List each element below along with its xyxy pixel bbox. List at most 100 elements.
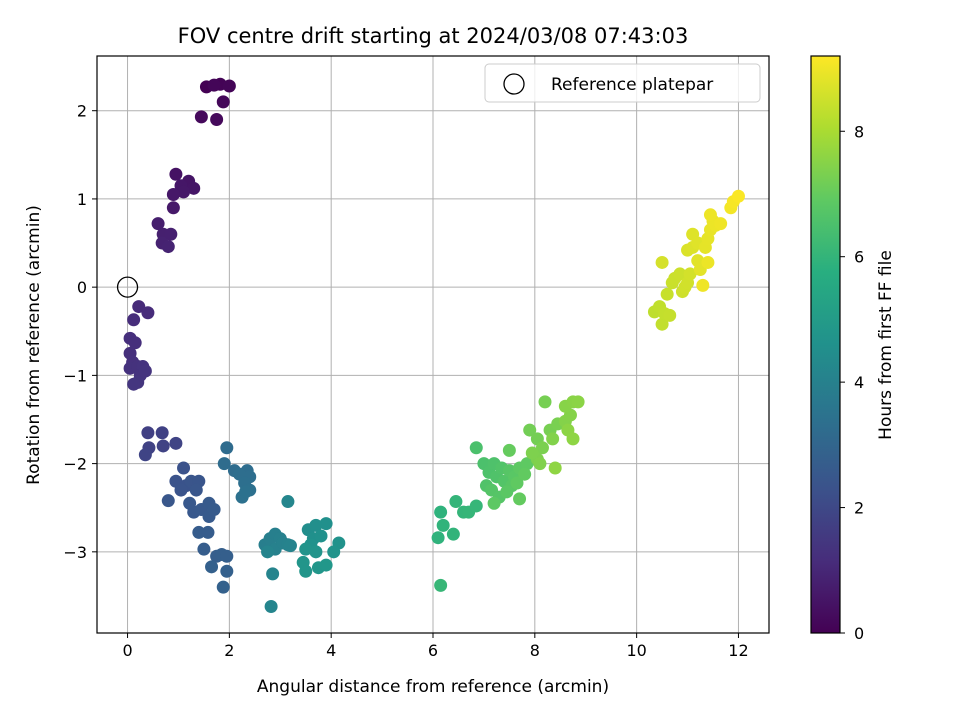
data-point [546, 432, 560, 446]
data-point [655, 317, 669, 331]
data-point [132, 300, 146, 314]
data-point [283, 539, 297, 553]
data-point [523, 423, 537, 437]
data-point [194, 110, 208, 124]
data-point [714, 217, 728, 231]
data-point [299, 564, 313, 578]
data-point [264, 600, 278, 614]
data-point [446, 527, 460, 541]
data-point [683, 267, 697, 281]
data-point [207, 78, 221, 92]
data-point [319, 558, 333, 572]
data-point [548, 461, 562, 475]
data-point [217, 457, 231, 471]
x-tick-label: 0 [122, 641, 132, 660]
data-point [166, 201, 180, 215]
data-point [141, 426, 155, 440]
data-point [309, 545, 323, 559]
data-point [327, 545, 341, 559]
colorbar-tick-label: 0 [854, 624, 864, 643]
data-point [660, 287, 674, 301]
data-point [436, 518, 450, 532]
data-point [174, 483, 188, 497]
colorbar-tick-label: 8 [854, 122, 864, 141]
data-points [123, 77, 745, 614]
data-point [127, 377, 141, 391]
data-point [469, 499, 483, 513]
y-tick-label: 2 [77, 102, 87, 121]
data-point [156, 439, 170, 453]
data-point [187, 181, 201, 195]
data-point [538, 395, 552, 409]
data-point [220, 564, 234, 578]
data-point [161, 240, 175, 254]
x-tick-label: 10 [626, 641, 646, 660]
colorbar-tick-label: 2 [854, 499, 864, 518]
x-axis-label: Angular distance from reference (arcmin) [257, 677, 609, 697]
data-point [673, 267, 687, 281]
data-point [169, 436, 183, 450]
colorbar-ticks: 0 2 4 6 8 [840, 122, 864, 643]
reference-marker-layer [116, 276, 139, 298]
data-point [201, 525, 215, 539]
data-point [138, 364, 152, 378]
data-point [487, 496, 501, 510]
data-point [164, 227, 178, 241]
data-point [731, 189, 745, 203]
data-point [155, 426, 169, 440]
colorbar-frame [810, 55, 841, 634]
data-point [520, 457, 534, 471]
data-point [261, 545, 275, 559]
data-point [299, 542, 313, 556]
data-point [128, 336, 142, 350]
data-point [169, 167, 183, 181]
data-point [469, 441, 483, 455]
colorbar-tick-label: 6 [854, 248, 864, 267]
data-point [571, 395, 585, 409]
data-point [207, 502, 221, 516]
data-point [210, 113, 224, 127]
data-point [220, 549, 234, 563]
data-point [525, 446, 539, 460]
data-point [513, 492, 527, 506]
data-point [239, 485, 253, 499]
y-tick-label: 0 [77, 278, 87, 297]
grid [97, 56, 769, 633]
x-tick-label: 8 [530, 641, 540, 660]
data-point [655, 255, 669, 269]
data-point [216, 580, 230, 594]
data-point [222, 79, 236, 93]
data-point [192, 525, 206, 539]
data-point [449, 495, 463, 509]
chart-title: FOV centre drift starting at 2024/03/08 … [178, 24, 689, 48]
data-point [216, 95, 230, 109]
y-tick-label: −2 [63, 455, 87, 474]
colorbar: 0 2 4 6 8 Hours from first FF file [810, 55, 896, 643]
data-point [701, 255, 715, 269]
colorbar-label: Hours from first FF file [876, 250, 896, 440]
legend-box [484, 63, 761, 103]
data-point [281, 495, 295, 509]
data-point [314, 529, 328, 543]
data-point [166, 188, 180, 202]
data-point [434, 578, 448, 592]
data-point [510, 476, 524, 490]
x-tick-label: 2 [224, 641, 234, 660]
colorbar-tick-label: 4 [854, 373, 864, 392]
data-point [309, 518, 323, 532]
data-point [220, 441, 234, 455]
data-point [151, 217, 165, 231]
data-point [205, 560, 219, 574]
data-point [518, 467, 532, 481]
data-point [197, 542, 211, 556]
data-point [266, 567, 280, 581]
legend-reference-marker [503, 73, 525, 95]
data-point [319, 517, 333, 531]
legend-entry: Reference platepar [551, 75, 713, 95]
data-point [502, 443, 516, 457]
x-tick-label: 4 [326, 641, 336, 660]
x-tick-label: 12 [728, 641, 748, 660]
colorbar-gradient [811, 56, 840, 633]
